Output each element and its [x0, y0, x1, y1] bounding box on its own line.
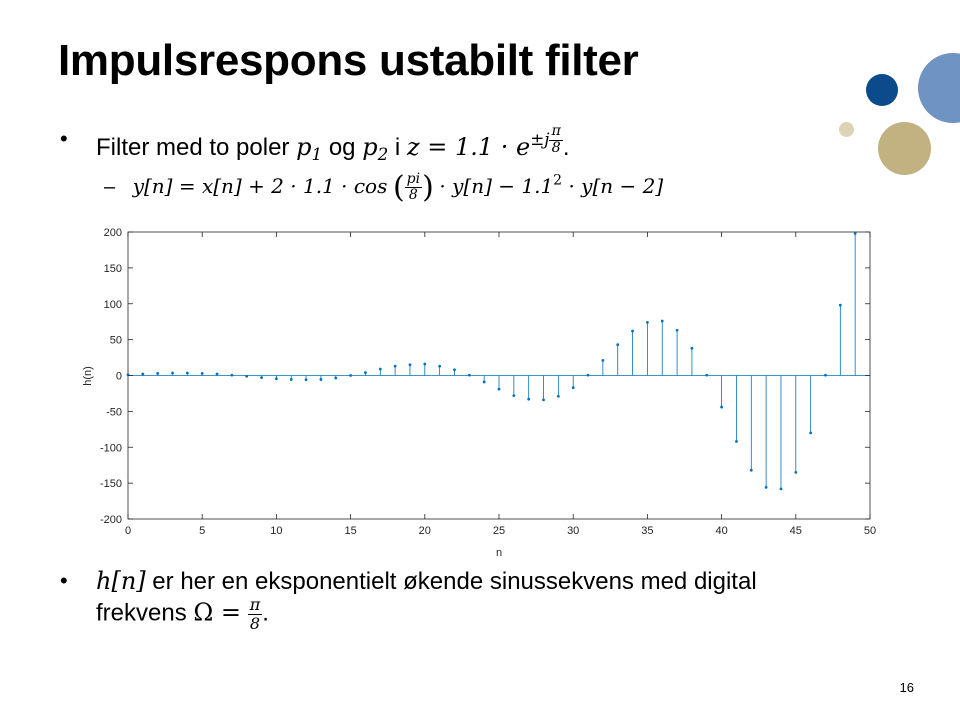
stem-point [275, 377, 278, 381]
p1-symbol: p1 [296, 132, 323, 164]
bullet-marker: • [60, 126, 68, 151]
decor-circle-navy [866, 74, 898, 106]
y-tick-label: 0 [116, 371, 122, 383]
stem-point [156, 371, 160, 375]
stem-point [527, 397, 531, 401]
y-tick-label: 50 [110, 335, 122, 347]
stem-point [393, 364, 397, 368]
stem-point [824, 373, 827, 377]
y-tick-label: 150 [104, 263, 122, 275]
stem-point [378, 367, 382, 371]
decor-circle-tan-small [839, 122, 854, 137]
stem-point [482, 380, 486, 384]
stem-point [215, 372, 219, 376]
y-tick-label: -50 [106, 406, 122, 418]
stem-point [675, 328, 679, 332]
stem-point [646, 321, 649, 324]
x-tick-label: 5 [199, 525, 205, 537]
stem-point [838, 303, 842, 307]
x-tick-label: 35 [641, 525, 653, 537]
stem-point [779, 487, 783, 491]
stem-point [289, 378, 293, 381]
stem-point [794, 470, 798, 474]
bullet-filter-poles: Filter med to poler p1 og p2 i z = 1.1 ·… [96, 123, 570, 164]
x-tick-label: 45 [790, 525, 802, 537]
x-tick-label: 15 [344, 525, 356, 537]
stem-point [438, 364, 442, 368]
plot-area [127, 231, 871, 520]
stem-point [334, 376, 338, 380]
decor-circle-blue [918, 53, 960, 123]
stem-point [423, 362, 427, 366]
stem-point [141, 372, 145, 376]
decor-circle-tan [878, 122, 931, 175]
bullet1-og: og [328, 133, 356, 161]
stem-point [364, 371, 367, 375]
stem-point [690, 346, 694, 350]
stem-point [853, 232, 857, 235]
y-tick-label: -100 [100, 442, 122, 454]
x-tick-label: 20 [419, 525, 431, 537]
stem-point [260, 376, 263, 380]
h-symbol: h[n] [96, 567, 146, 595]
subbullet-difference-equation: – y[n] = x[n] + 2 · 1.1 · cos (pi 8) · y[… [104, 170, 664, 205]
stem-point [660, 319, 664, 323]
x-tick-label: 30 [567, 525, 579, 537]
bullet-sinus-sequence: h[n] er her en eksponentielt økende sinu… [96, 567, 757, 595]
stem-point [319, 378, 323, 381]
p2-symbol: p2 [362, 132, 389, 164]
page-number: 16 [899, 680, 914, 695]
y-tick-label: -200 [100, 514, 122, 526]
stem-point [126, 373, 130, 377]
stem-point [349, 374, 352, 377]
x-tick-label: 25 [493, 525, 505, 537]
stem-point [631, 329, 634, 333]
x-tick-label: 0 [125, 525, 131, 537]
stem-point [467, 373, 471, 377]
stem-point [764, 486, 768, 489]
z-expression: z = 1.1 · e [406, 132, 531, 161]
omega-expression: Ω = [193, 598, 242, 627]
y-tick-label: -150 [100, 478, 122, 490]
stem-point [616, 343, 620, 347]
x-axis-label: n [496, 547, 502, 559]
bullet1-text: Filter med to poler [96, 133, 290, 161]
stem-point [230, 373, 234, 377]
stem-point [586, 373, 590, 377]
y-tick-label: 200 [104, 227, 122, 239]
stem-point [749, 468, 753, 472]
stem-point [720, 405, 723, 409]
stem-point [200, 371, 204, 375]
y-tick-label: 100 [104, 299, 122, 311]
stem-point [809, 431, 813, 435]
stem-point [408, 363, 412, 367]
slide-title: Impulsrespons ustabilt filter [58, 36, 639, 85]
stem-point [556, 394, 560, 398]
x-tick-label: 10 [270, 525, 282, 537]
stem-point [705, 373, 709, 377]
stem-point [735, 440, 738, 443]
stem-point [512, 394, 516, 397]
stem-point [171, 371, 174, 375]
stem-point [453, 368, 456, 372]
stem-point [185, 371, 189, 375]
stem-point [304, 378, 308, 382]
stem-point [497, 387, 501, 391]
stem-point [245, 374, 249, 378]
stem-point [542, 398, 545, 402]
bullet1-i: i [394, 133, 401, 161]
exponent: ±j π 8 [530, 123, 563, 156]
y-axis-label: h(n) [82, 366, 94, 386]
stem-point [571, 386, 575, 390]
x-tick-label: 40 [715, 525, 727, 537]
x-tick-label: 50 [864, 525, 876, 537]
bullet-marker: • [60, 568, 68, 593]
stem-point [601, 359, 605, 362]
